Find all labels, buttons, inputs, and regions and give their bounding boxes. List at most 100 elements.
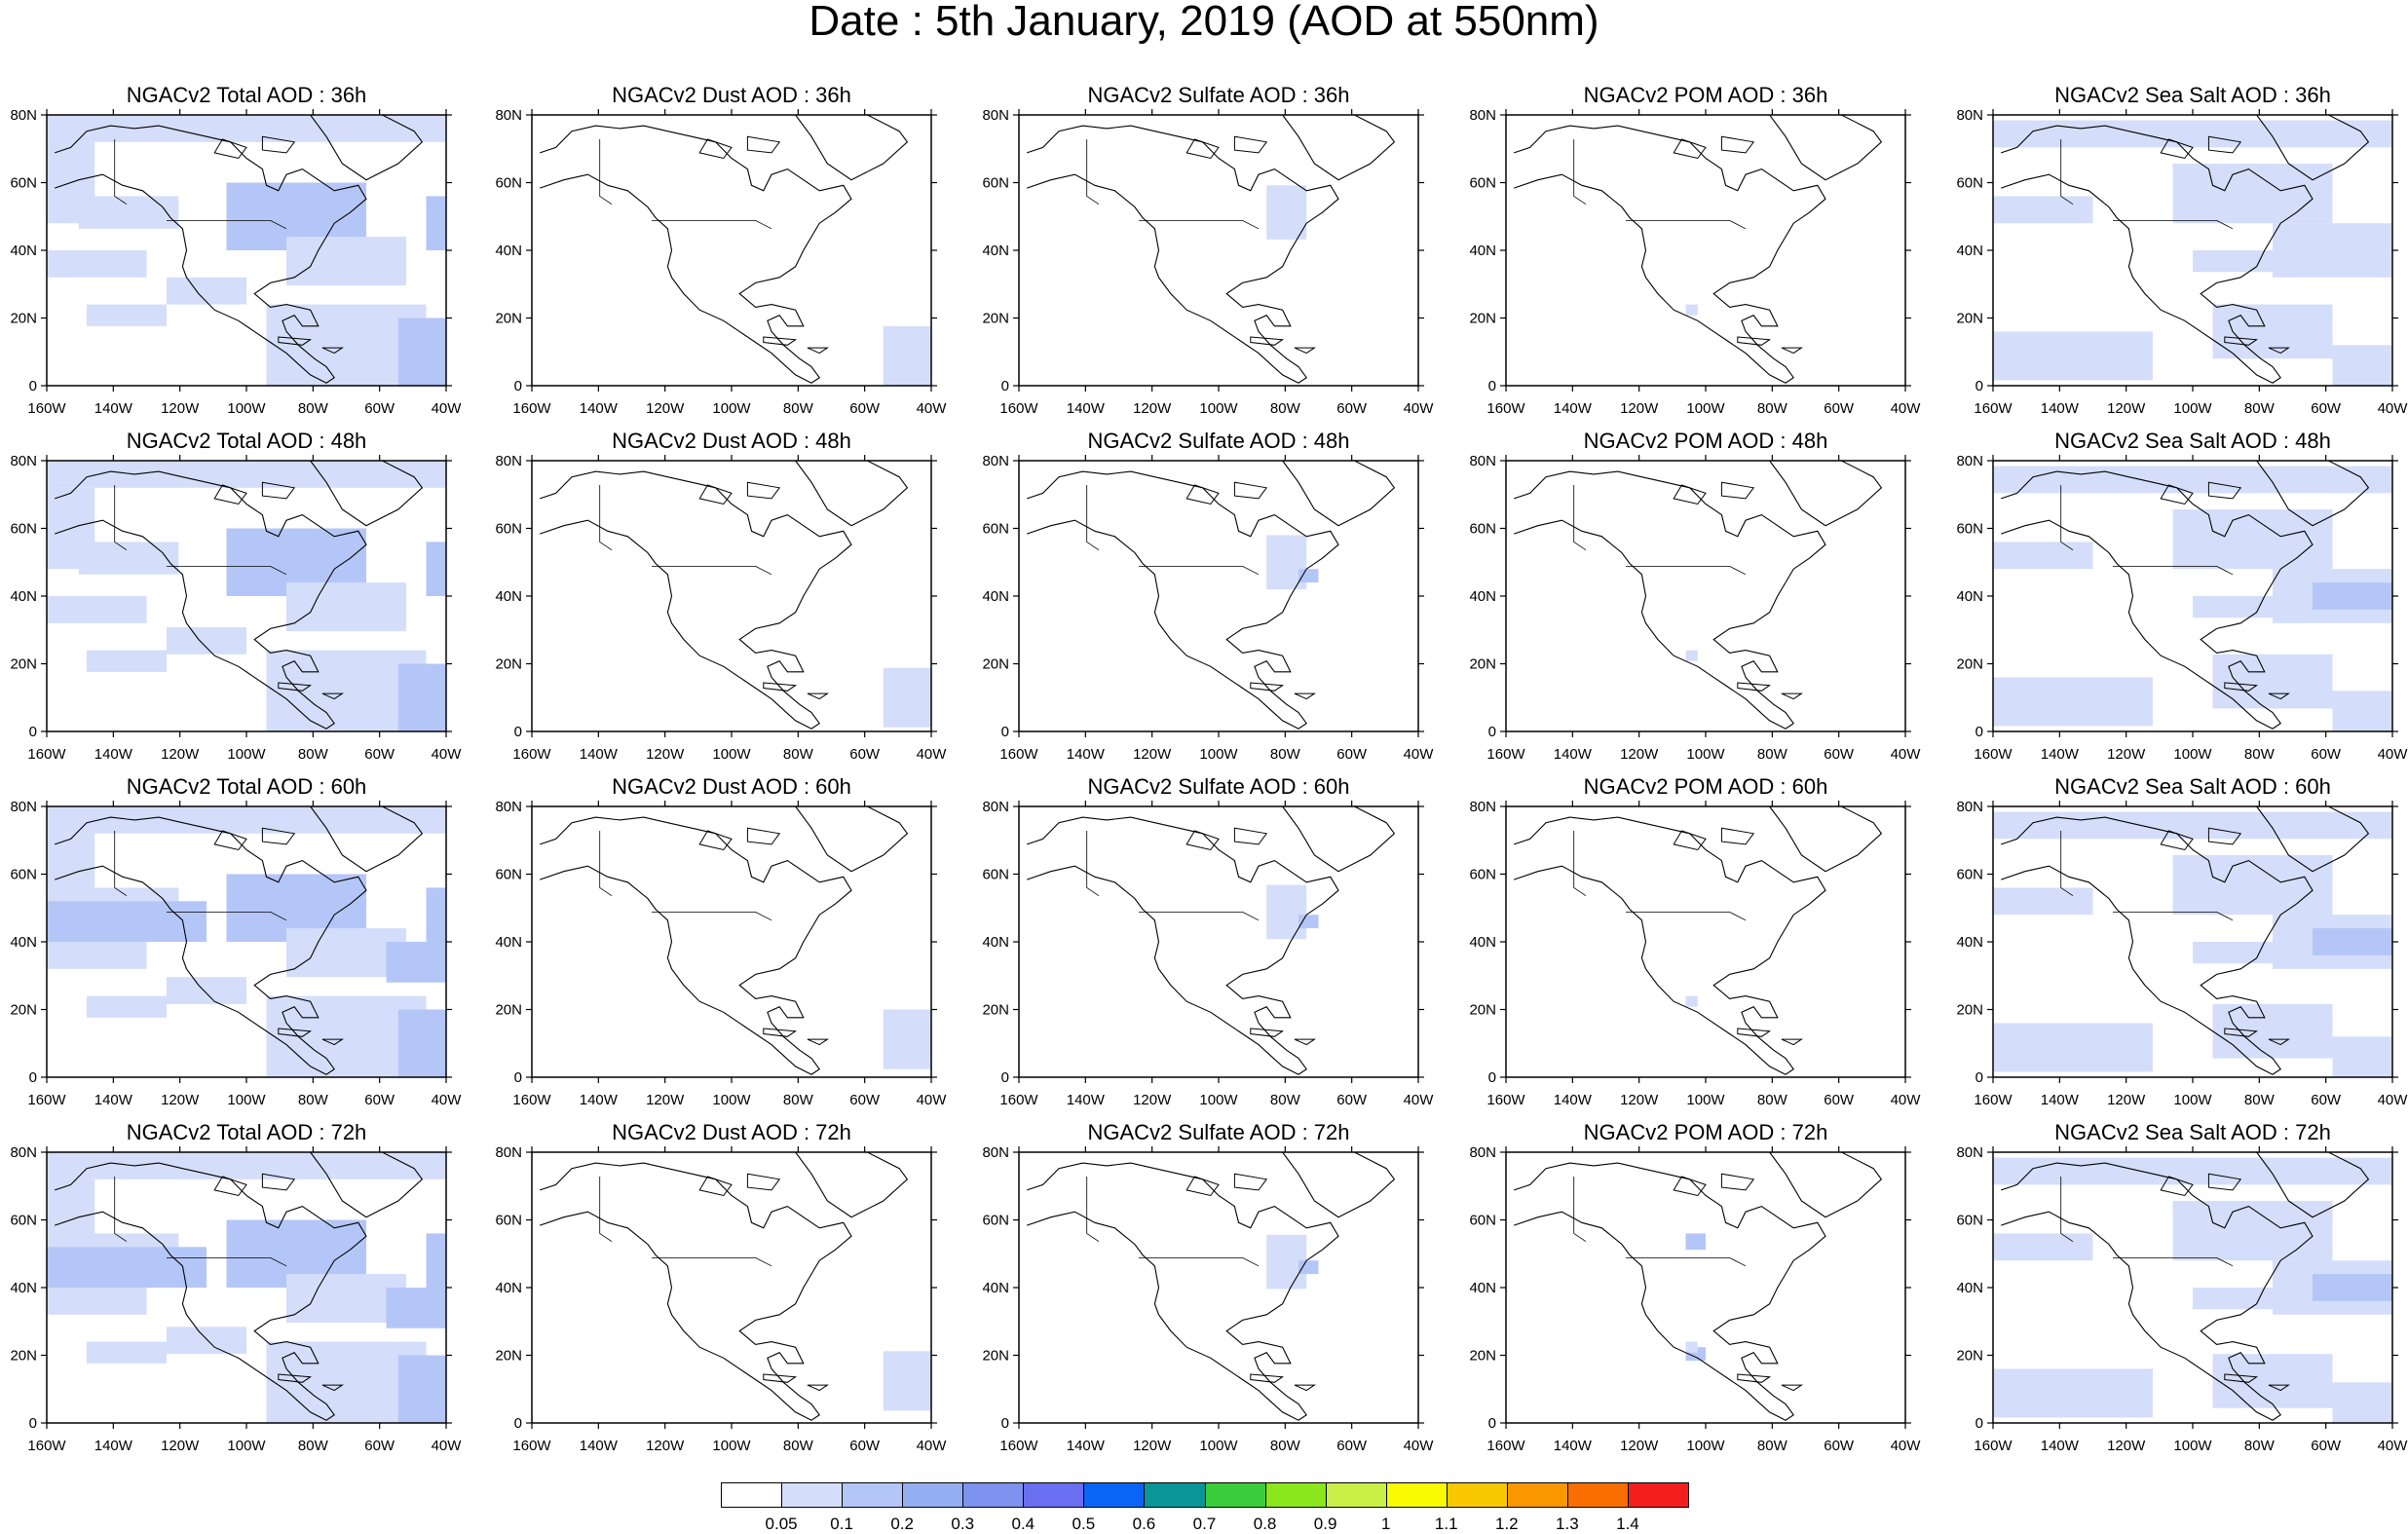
island-coastline [807,347,830,355]
map-panel: NGACv2 Total AOD : 72h 80N 60N 40N 20N 0 160W 1… [0,1120,485,1469]
lon-tick-label: 60W [849,400,881,417]
colorbar-swatch [1566,1482,1629,1508]
island-coastline [2268,1038,2291,1046]
lon-tick-label: 120W [646,1438,685,1454]
colorbar-swatch [1083,1482,1146,1508]
island-coastline [2268,1384,2291,1392]
lat-tick-label: 20N [495,1002,522,1019]
lon-tick-label: 40W [1891,1438,1922,1454]
lat-tick-label: 0 [29,378,37,394]
panel-title: NGACv2 Total AOD : 48h [126,429,367,453]
map-plot: 80N 60N 40N 20N 0 160W 140W 120W 100W 80W 60W 40W [10,107,462,417]
aod-shading [47,901,207,942]
island-coastline [1250,1373,1285,1383]
lon-tick-label: 120W [1133,1092,1172,1108]
lat-tick-label: 0 [1488,1069,1496,1086]
coastline [1514,1162,1826,1421]
colorbar-label: 0.7 [1192,1515,1217,1533]
lat-tick-label: 80N [982,1144,1009,1161]
colorbar-label: 0.1 [830,1515,853,1533]
map-frame [1505,805,1906,1078]
greenland-coastline [1281,805,1396,873]
island-coastline [278,1028,313,1037]
island-coastline [763,1373,798,1383]
map-plot: 80N 60N 40N 20N 0 160W 140W 120W 100W 80W 60W 40W [982,799,1435,1108]
lon-tick-label: 140W [94,1092,133,1108]
lon-tick-label: 40W [1404,1092,1435,1108]
map-panel: NGACv2 Dust AOD : 60h 80N 60N 40N 20N 0 160W 14… [483,774,970,1123]
island-coastline [1233,1173,1268,1191]
lon-tick-label: 40W [432,1438,463,1454]
aod-shading [426,887,446,942]
island-coastline [1294,347,1317,355]
lon-tick-label: 140W [2041,1092,2080,1108]
island-coastline [261,135,296,154]
lat-tick-label: 40N [1956,934,1983,951]
map-plot: 80N 60N 40N 20N 0 160W 140W 120W 100W 80W 60W 40W [1469,107,1922,417]
aod-shading [1298,915,1319,929]
island-coastline [213,138,247,160]
aod-shading [286,237,406,286]
lat-tick-label: 60N [495,867,522,883]
map-plot: 80N 60N 40N 20N 0 160W 140W 120W 100W 80W 60W 40W [1956,453,2408,763]
coastline [55,1162,367,1421]
country-border [1139,565,1260,576]
map-frame [1018,1151,1419,1424]
lat-tick-label: 0 [1001,1415,1009,1432]
colorbar-swatch [1264,1482,1327,1508]
greenland-coastline [794,805,909,873]
country-border [114,831,128,897]
aod-shading [1685,650,1698,661]
map-panel: NGACv2 Dust AOD : 48h 80N 60N 40N 20N 0 160W 14… [483,429,970,777]
colorbar-label: 1.4 [1616,1515,1639,1533]
lon-tick-label: 40W [432,1092,463,1108]
aod-shading [87,304,167,326]
island-coastline [807,1038,830,1046]
lon-tick-label: 100W [2173,746,2212,763]
lon-tick-label: 100W [1686,1438,1725,1454]
panel-title: NGACv2 Sea Salt AOD : 60h [2054,774,2331,799]
country-border [1573,831,1587,897]
aod-shading [386,1288,446,1328]
lon-tick-label: 120W [161,1438,200,1454]
lat-tick-label: 20N [10,656,37,673]
lon-tick-label: 40W [1891,400,1922,417]
colorbar-swatch [781,1482,844,1508]
lat-tick-label: 60N [1469,521,1496,538]
lat-tick-label: 20N [1469,1002,1496,1019]
lat-tick-label: 60N [1469,1213,1496,1229]
country-border [114,485,128,551]
lat-tick-label: 60N [10,867,37,883]
lon-tick-label: 80W [1270,1438,1301,1454]
aod-shading [1266,884,1307,940]
map-panel: NGACv2 POM AOD : 36h 80N 60N 40N 20N 0 160W 140… [1457,83,1944,431]
aod-shading [47,596,147,623]
lon-tick-label: 160W [999,400,1038,417]
map-frame [1018,114,1419,387]
lon-tick-label: 60W [1336,1092,1368,1108]
island-coastline [213,1176,247,1197]
colorbar-swatch [842,1482,904,1508]
country-border [114,139,128,206]
aod-shading [2313,928,2392,955]
lon-tick-label: 140W [1067,1092,1106,1108]
lat-tick-label: 80N [10,107,37,124]
island-coastline [1250,682,1285,692]
lon-tick-label: 60W [364,400,395,417]
lon-tick-label: 140W [580,1438,619,1454]
colorbar-label: 1.3 [1556,1515,1579,1533]
lat-tick-label: 20N [495,656,522,673]
lon-tick-label: 60W [1336,746,1368,763]
island-coastline [1781,692,1804,700]
map-plot: 80N 60N 40N 20N 0 160W 140W 120W 100W 80W 60W 40W [495,453,947,763]
lon-tick-label: 40W [1891,1092,1922,1108]
lat-tick-label: 80N [982,799,1009,815]
aod-shading [2332,1036,2392,1077]
lon-tick-label: 120W [2107,1092,2146,1108]
map-panel: NGACv2 Sea Salt AOD : 72h 80N 60N 40N 20N 0 16… [1944,1120,2408,1469]
lat-tick-label: 40N [10,243,37,259]
island-coastline [763,682,798,692]
colorbar-label: 1.2 [1494,1515,1519,1533]
island-coastline [2160,484,2194,505]
lat-tick-label: 40N [495,243,522,259]
